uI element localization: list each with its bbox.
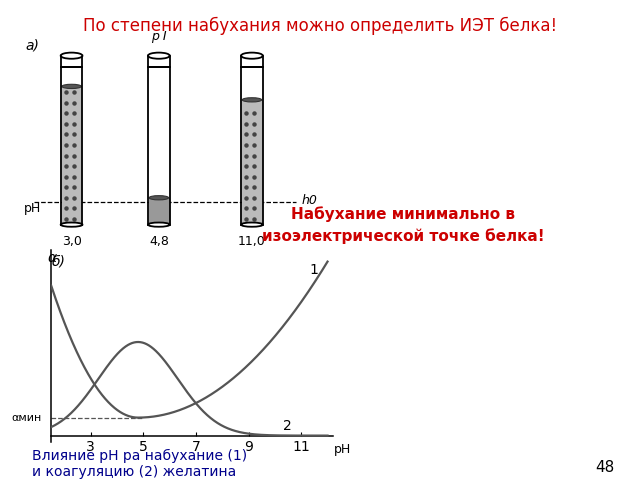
Text: По степени набухания можно определить ИЭТ белка!: По степени набухания можно определить ИЭ… [83,17,557,35]
Text: р I: р I [151,30,166,43]
Bar [62,86,81,225]
Ellipse shape [149,196,168,200]
Bar [148,67,170,225]
Ellipse shape [62,84,81,88]
Text: Набухание минимально в
изоэлектрической точке белка!: Набухание минимально в изоэлектрической … [262,206,545,244]
Bar [241,67,263,225]
Text: h0: h0 [301,194,317,207]
Text: а): а) [25,38,39,52]
Text: 1: 1 [309,263,318,276]
Bar [61,67,83,225]
Text: 4,8: 4,8 [149,235,169,248]
Ellipse shape [241,223,263,227]
Bar [61,56,83,67]
Bar [241,56,263,67]
Ellipse shape [61,223,83,227]
Text: 11,0: 11,0 [238,235,266,248]
Text: рН: рН [334,443,351,456]
Text: 2: 2 [283,419,292,432]
Text: б): б) [51,254,65,268]
Ellipse shape [241,53,263,59]
Ellipse shape [61,53,83,59]
Text: Влияние рН ра набухание (1)
и коагуляцию (2) желатина: Влияние рН ра набухание (1) и коагуляцию… [32,449,247,479]
Ellipse shape [242,98,262,102]
Text: αмин: αмин [12,413,42,422]
Bar [148,56,170,67]
Bar [242,100,262,225]
Bar [149,198,168,225]
Text: α: α [47,251,56,265]
Text: рН: рН [24,202,41,215]
Text: 48: 48 [595,460,614,475]
Ellipse shape [148,223,170,227]
Text: 3,0: 3,0 [61,235,81,248]
Ellipse shape [148,53,170,59]
